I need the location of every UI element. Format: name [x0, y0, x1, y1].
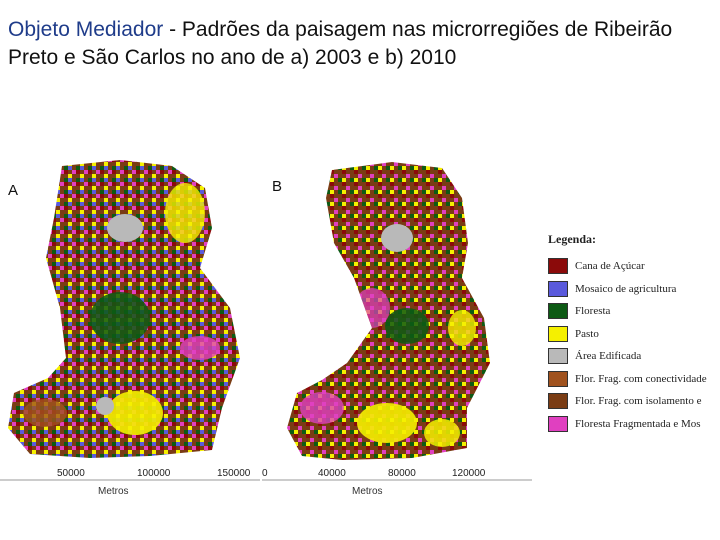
map-b-image [262, 162, 532, 481]
map-a-scale-unit: Metros [98, 486, 129, 497]
map-a-image [0, 160, 260, 481]
legend-label: Floresta [575, 305, 611, 318]
map-b-letter: B [272, 178, 283, 195]
legend-label: Área Edificada [575, 350, 642, 363]
legend-item: Área Edificada [548, 345, 720, 368]
map-b-scale-tick: 80000 [388, 468, 416, 479]
legend-item: Cana de Açúcar [548, 255, 720, 278]
legend-label: Floresta Fragmentada e Mos [575, 417, 701, 430]
legend-swatch [548, 348, 568, 365]
map-panel-a: A 50000 100000 150000 Metros [0, 158, 262, 498]
legend-swatch [548, 303, 568, 320]
legend-items: Cana de Açúcar Mosaico de agricultura Flor… [548, 255, 720, 435]
legend-item: Mosaico de agricultura [548, 278, 720, 301]
title-accent: Objeto Mediador [8, 18, 164, 41]
title-rest: - Padrões da paisagem nas microrregiões … [8, 18, 673, 69]
legend-item: Floresta Fragmentada e Mos [548, 413, 720, 436]
legend-item: Pasto [548, 323, 720, 346]
map-b-scale-tick: 0 [262, 468, 268, 479]
legend-label: Cana de Açúcar [575, 260, 645, 273]
legend-item: Flor. Frag. com isolamento e [548, 390, 720, 413]
map-b-scale-tick: 120000 [452, 468, 486, 479]
map-a-scale-tick: 150000 [217, 468, 251, 479]
map-legend: Legenda: Cana de Açúcar Mosaico de agricu… [548, 232, 720, 435]
map-b-scale-unit: Metros [352, 486, 383, 497]
legend-swatch [548, 393, 568, 410]
legend-label: Mosaico de agricultura [575, 282, 677, 295]
legend-label: Flor. Frag. com conectividade [575, 372, 707, 385]
legend-label: Flor. Frag. com isolamento e [575, 395, 702, 408]
map-a-scale-tick: 100000 [137, 468, 171, 479]
legend-swatch [548, 258, 568, 275]
legend-swatch [548, 370, 568, 387]
map-a-letter: A [8, 182, 19, 199]
legend-swatch [548, 415, 568, 432]
legend-label: Pasto [575, 327, 599, 340]
map-b-scale-tick: 40000 [318, 468, 346, 479]
slide-title: Objeto Mediador - Padrões da paisagem na… [8, 16, 714, 72]
legend-item: Floresta [548, 300, 720, 323]
legend-swatch [548, 325, 568, 342]
map-a-scale-tick: 50000 [57, 468, 85, 479]
legend-item: Flor. Frag. com conectividade [548, 368, 720, 391]
map-panel-b: B 0 40000 80000 120000 Metros [262, 158, 534, 498]
legend-swatch [548, 280, 568, 297]
legend-title: Legenda: [548, 232, 596, 246]
